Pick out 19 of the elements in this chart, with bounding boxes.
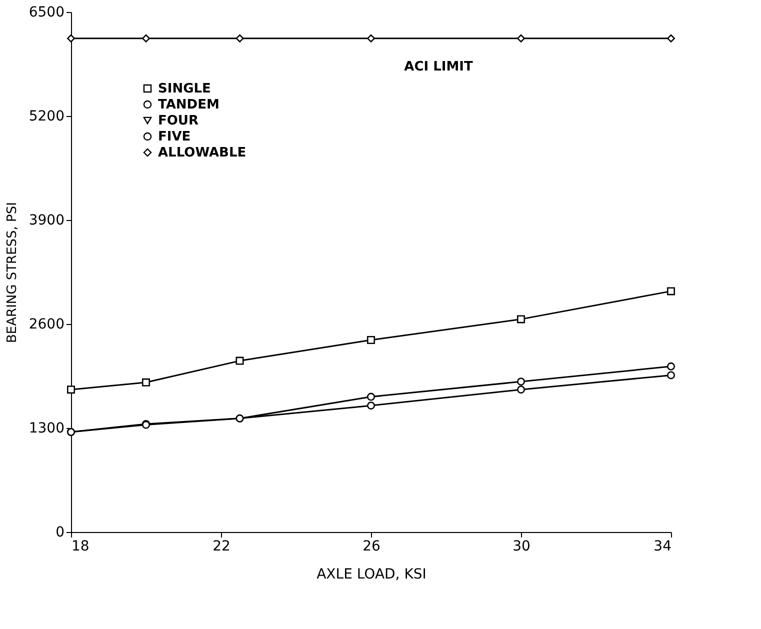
x-axis-title: AXLE LOAD, KSI <box>316 566 426 582</box>
legend-label: FOUR <box>158 114 198 128</box>
legend-label: TANDEM <box>158 98 220 112</box>
legend-label: SINGLE <box>158 82 211 96</box>
y-tick-label: 5200 <box>28 108 64 124</box>
x-tick-label: 26 <box>362 538 380 554</box>
annotation: ACI LIMIT <box>404 59 473 74</box>
x-tick-label: 22 <box>212 538 230 554</box>
legend-label: ALLOWABLE <box>158 146 246 160</box>
y-tick-label: 0 <box>56 524 64 540</box>
legend-label: FIVE <box>158 130 191 144</box>
x-tick-label: 30 <box>512 538 530 554</box>
y-tick-label: 1300 <box>28 420 64 436</box>
x-tick-label: 34 <box>654 538 672 554</box>
y-tick-label: 6500 <box>28 4 64 20</box>
x-tick-label: 18 <box>72 538 90 554</box>
y-tick-label: 3900 <box>28 212 64 228</box>
y-axis-title: BEARING STRESS, PSI <box>4 202 20 343</box>
y-tick-label: 2600 <box>28 316 64 332</box>
